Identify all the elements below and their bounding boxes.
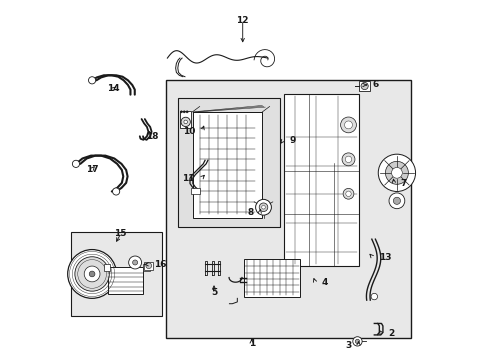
- Circle shape: [388, 193, 404, 209]
- Circle shape: [72, 160, 80, 167]
- Circle shape: [355, 339, 359, 343]
- Circle shape: [183, 111, 185, 113]
- Circle shape: [84, 266, 100, 282]
- Bar: [70, 232, 162, 316]
- Text: 4: 4: [321, 278, 327, 287]
- Circle shape: [378, 154, 415, 192]
- Bar: [165, 80, 410, 338]
- Bar: [191, 188, 200, 194]
- Text: 15: 15: [114, 229, 127, 238]
- Circle shape: [352, 337, 362, 346]
- Text: 13: 13: [378, 253, 391, 262]
- Text: 18: 18: [145, 132, 158, 141]
- Circle shape: [391, 167, 402, 178]
- Bar: [180, 111, 191, 128]
- Circle shape: [261, 206, 265, 209]
- Text: 3: 3: [345, 341, 351, 350]
- Text: 9: 9: [289, 136, 295, 145]
- Text: 10: 10: [183, 127, 195, 136]
- Bar: [284, 94, 359, 266]
- Text: 6: 6: [372, 81, 378, 90]
- Bar: [107, 267, 143, 294]
- Bar: [178, 98, 280, 226]
- Circle shape: [370, 293, 377, 300]
- Circle shape: [75, 257, 109, 291]
- Circle shape: [259, 203, 267, 212]
- Circle shape: [185, 111, 188, 113]
- Text: 16: 16: [154, 260, 166, 269]
- Text: 2: 2: [387, 329, 393, 338]
- Circle shape: [341, 153, 354, 166]
- Circle shape: [128, 256, 142, 269]
- Text: 7: 7: [400, 179, 406, 188]
- Circle shape: [345, 156, 351, 163]
- Text: 17: 17: [85, 165, 98, 174]
- Circle shape: [255, 199, 271, 215]
- Text: 5: 5: [210, 288, 217, 297]
- Circle shape: [88, 77, 96, 84]
- Circle shape: [344, 121, 352, 129]
- Circle shape: [181, 117, 190, 127]
- Circle shape: [385, 161, 407, 184]
- Circle shape: [89, 271, 95, 277]
- Bar: [144, 262, 153, 270]
- Circle shape: [180, 111, 182, 113]
- Bar: [104, 264, 110, 271]
- Bar: [192, 112, 262, 218]
- Bar: [359, 81, 369, 91]
- Circle shape: [145, 263, 151, 269]
- Circle shape: [132, 260, 137, 265]
- Text: 11: 11: [182, 174, 195, 183]
- Text: 12: 12: [236, 16, 248, 25]
- Circle shape: [360, 82, 367, 90]
- Text: 14: 14: [107, 84, 120, 93]
- Circle shape: [67, 249, 116, 298]
- Circle shape: [392, 197, 400, 204]
- Text: 1: 1: [248, 339, 254, 348]
- Circle shape: [112, 188, 120, 195]
- Circle shape: [183, 120, 187, 124]
- Bar: [244, 259, 300, 297]
- Circle shape: [340, 117, 356, 133]
- Circle shape: [345, 191, 350, 197]
- Circle shape: [343, 188, 353, 199]
- Text: 8: 8: [247, 208, 253, 217]
- Bar: [143, 264, 149, 271]
